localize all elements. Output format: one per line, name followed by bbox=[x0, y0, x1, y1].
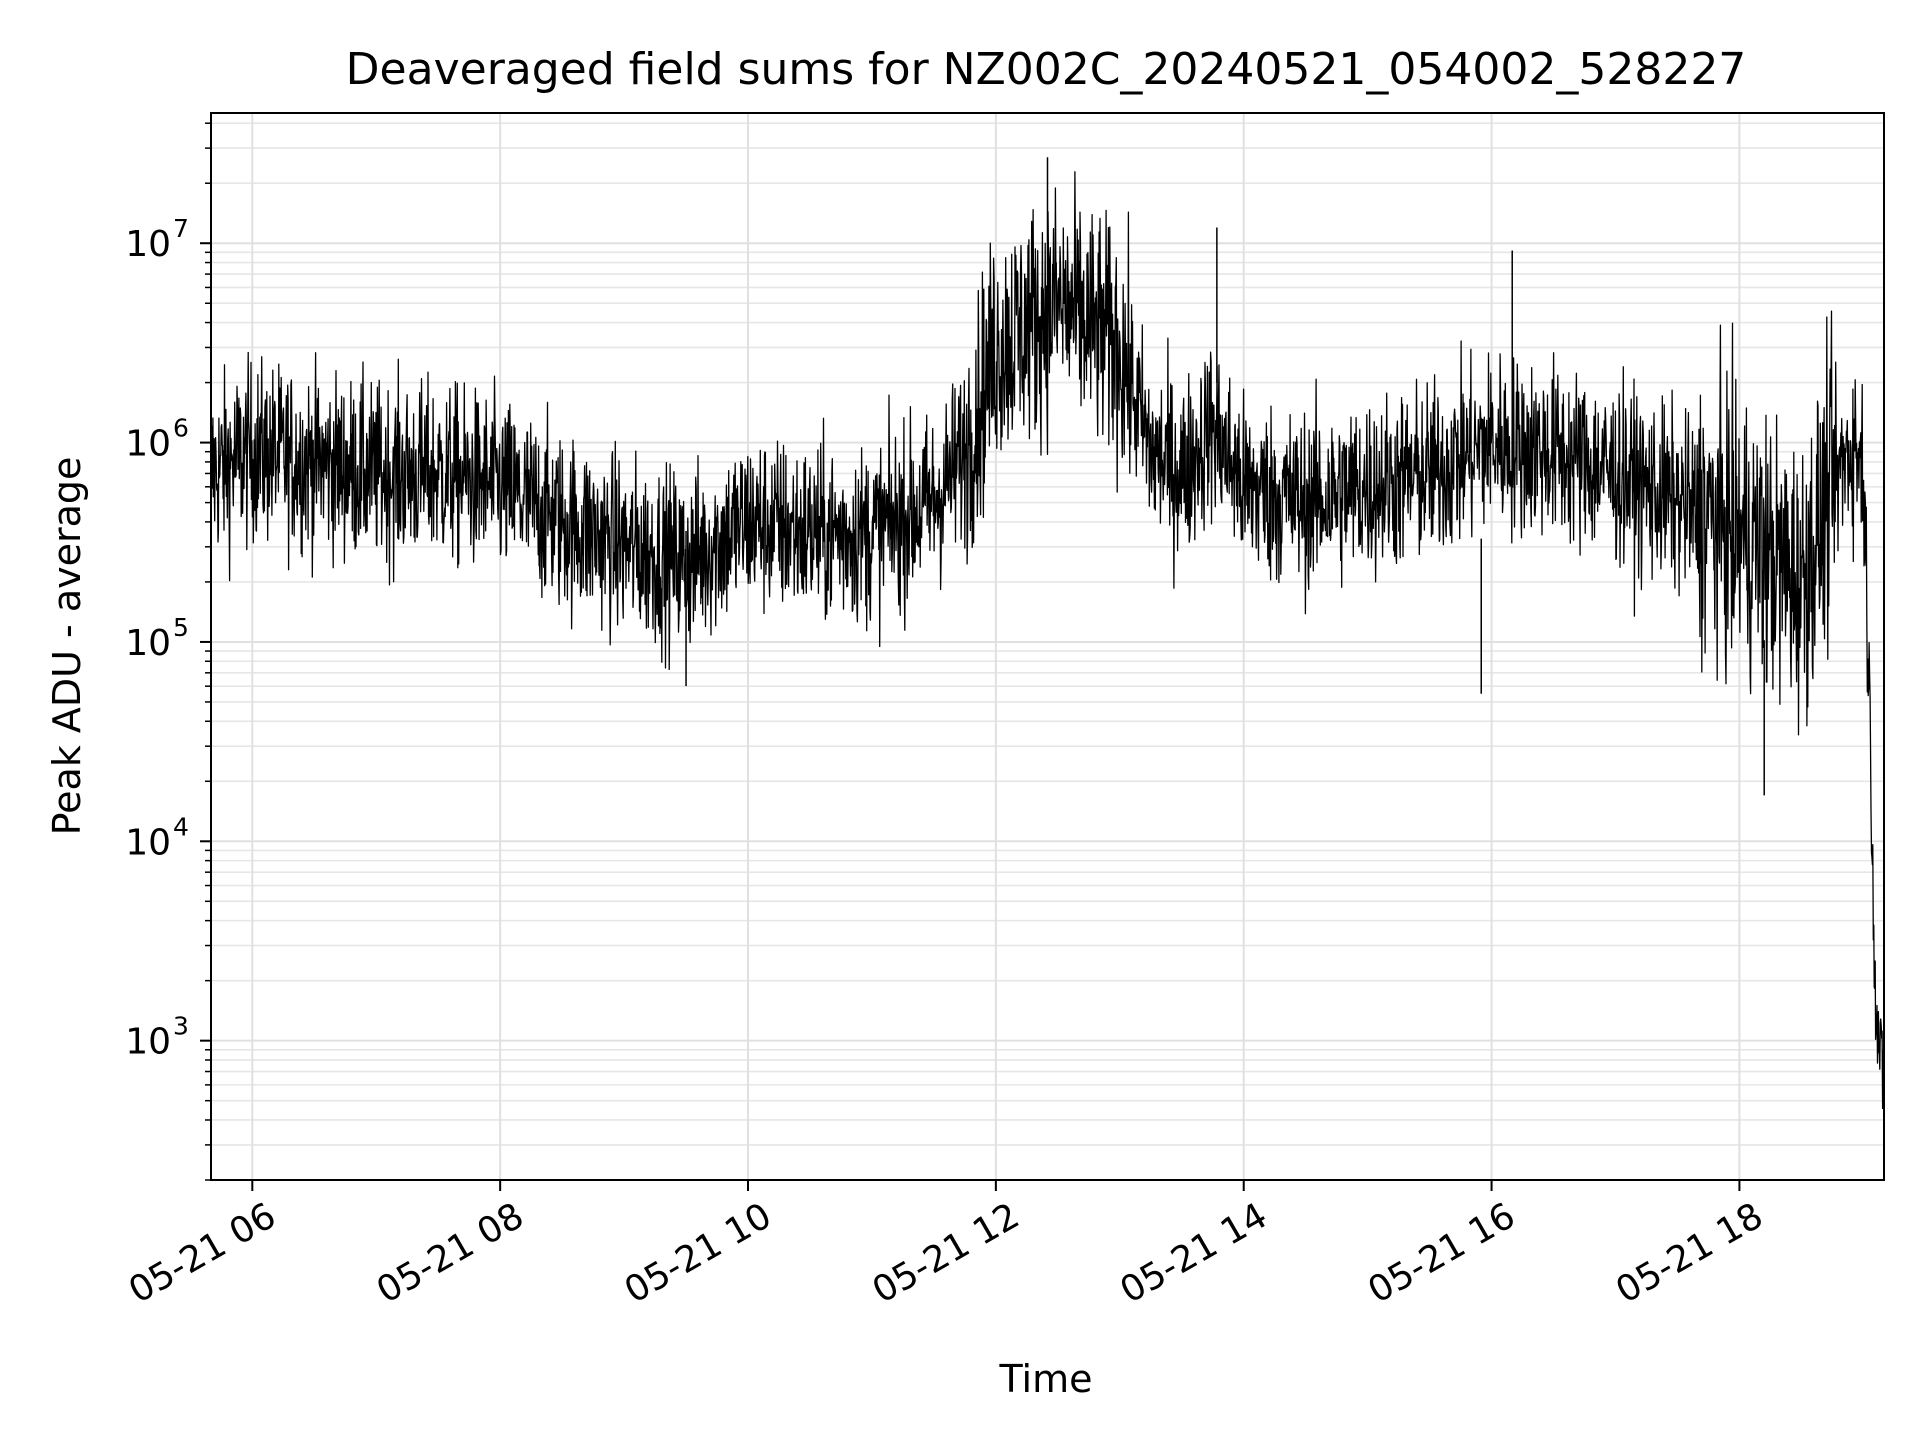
y-tick-exponent: 4 bbox=[173, 812, 189, 841]
y-tick-label: 10 bbox=[125, 424, 171, 465]
y-tick-exponent: 6 bbox=[173, 414, 189, 443]
y-tick-exponent: 3 bbox=[173, 1012, 189, 1041]
y-tick-exponent: 5 bbox=[173, 613, 189, 642]
plot-area bbox=[210, 157, 1885, 1110]
y-tick-label: 10 bbox=[125, 224, 171, 265]
axes-frame bbox=[210, 112, 1885, 1181]
series-line bbox=[210, 171, 1885, 1110]
y-axis-label: Peak ADU - average bbox=[45, 457, 89, 836]
y-tick-label: 10 bbox=[125, 623, 171, 664]
y-tick-exponent: 7 bbox=[173, 214, 189, 243]
y-tick-label: 10 bbox=[125, 1022, 171, 1063]
y-tick-label: 10 bbox=[125, 822, 171, 863]
x-axis-label: Time bbox=[999, 1357, 1093, 1401]
chart-title: Deaveraged field sums for NZ002C_2024052… bbox=[346, 44, 1747, 95]
